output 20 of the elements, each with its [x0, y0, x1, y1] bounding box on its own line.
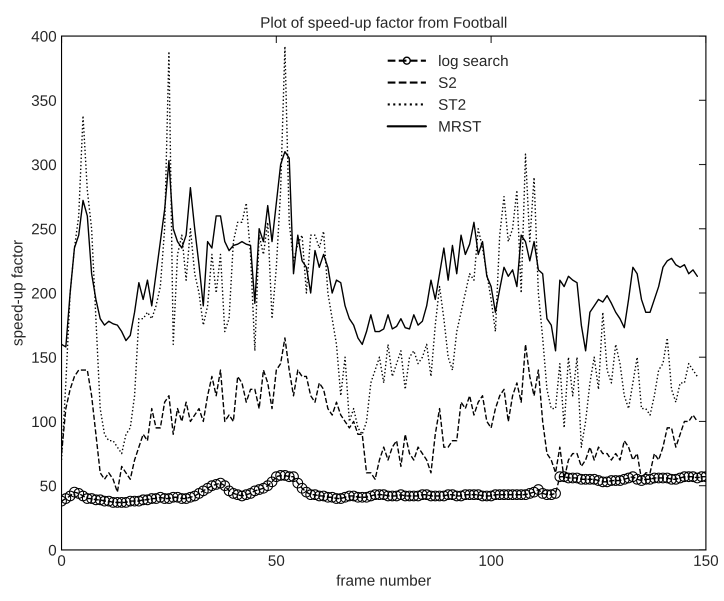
- y-tick-label: 150: [32, 352, 56, 363]
- legend-label: MRST: [439, 120, 482, 132]
- y-tick-label: 50: [40, 480, 56, 492]
- x-axis-title: frame number: [336, 574, 432, 586]
- y-tick-label: 400: [32, 30, 56, 42]
- y-tick-label: 0: [48, 544, 56, 556]
- y-tick-label: 200: [32, 288, 56, 299]
- x-tick-label: 0: [58, 555, 66, 566]
- legend-label: log search: [439, 54, 508, 70]
- y-tick-label: 100: [32, 416, 56, 428]
- y-tick-label: 300: [32, 159, 56, 170]
- y-tick-label: 350: [32, 95, 56, 106]
- legend-label: S2: [438, 77, 456, 88]
- y-tick-label: 250: [32, 224, 56, 234]
- x-tick-label: 50: [268, 555, 284, 566]
- x-tick-label: 100: [480, 555, 504, 566]
- y-axis-title: speed-up factor: [11, 240, 26, 346]
- x-tick-label: 150: [694, 555, 718, 566]
- legend-label: ST2: [438, 99, 466, 110]
- chart-title: Plot of speed-up factor from Football: [261, 16, 506, 31]
